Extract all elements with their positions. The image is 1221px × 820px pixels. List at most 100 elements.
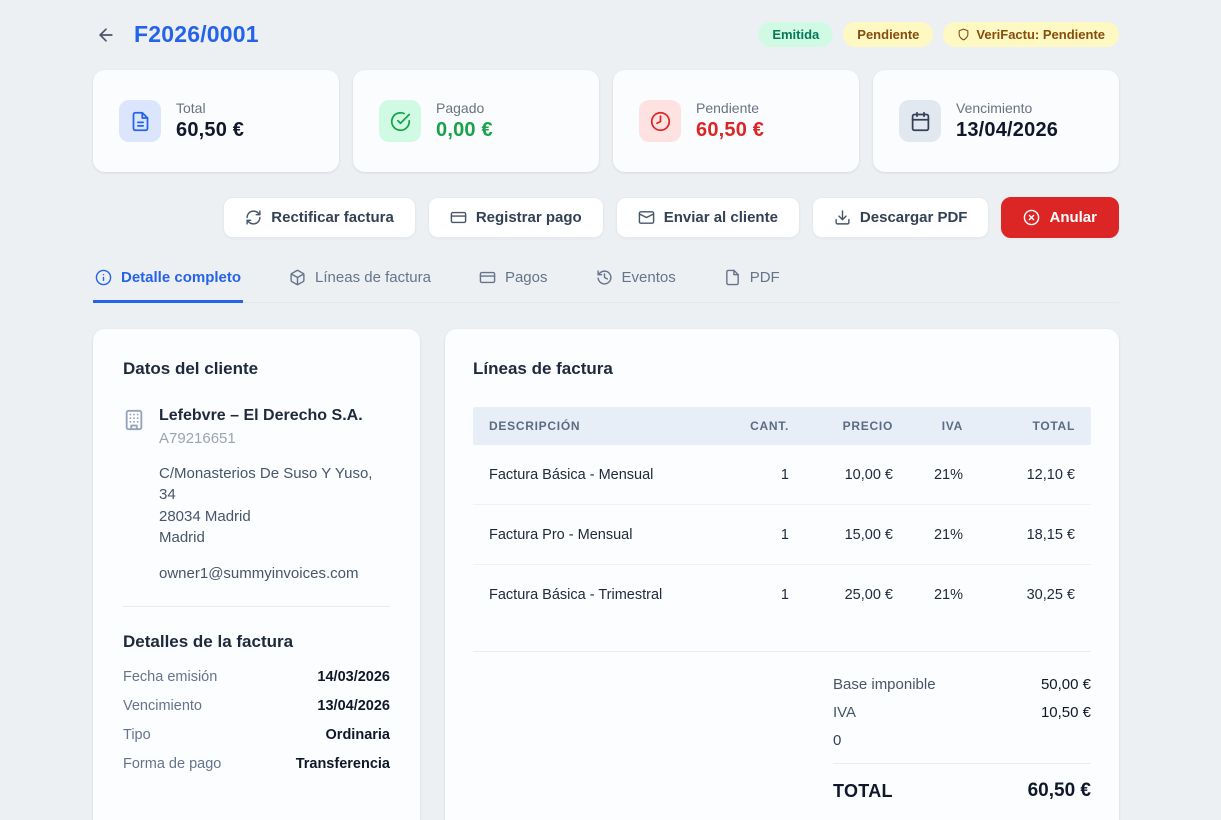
check-circle-icon — [390, 111, 410, 131]
client-address-line: C/Monasterios De Suso Y Yuso, 34 — [159, 465, 373, 504]
grand-total-value: 60,50 € — [1027, 780, 1091, 801]
status-badge-emitida: Emitida — [758, 22, 834, 47]
divider — [123, 606, 390, 608]
status-badge-pendiente: Pendiente — [843, 22, 934, 47]
totals-base-row: Base imponible 50,00 € — [833, 676, 1091, 693]
line-vat: 21% — [933, 526, 963, 543]
invoice-details-heading: Detalles de la factura — [123, 632, 294, 652]
tab-detalle-completo[interactable]: Detalle completo — [93, 267, 244, 303]
table-row: Factura Básica - Trimestral 1 25,00 € 21… — [473, 565, 1091, 625]
card-icon-box — [119, 100, 161, 142]
line-qty: 1 — [780, 587, 789, 603]
line-qty: 1 — [780, 526, 789, 543]
line-description: Factura Pro - Mensual — [489, 526, 633, 543]
detail-label: Vencimiento — [123, 698, 202, 715]
tab-label: Líneas de factura — [315, 269, 431, 286]
detail-label: Tipo — [123, 727, 151, 744]
badge-label: Emitida — [772, 27, 820, 42]
detail-label: Fecha emisión — [123, 669, 218, 686]
tab-eventos[interactable]: Eventos — [594, 267, 678, 303]
line-total: 18,15 € — [1026, 526, 1075, 543]
back-button[interactable] — [93, 22, 119, 48]
line-qty: 1 — [780, 466, 789, 483]
download-pdf-button[interactable]: Descargar PDF — [811, 197, 990, 238]
shield-icon — [959, 28, 969, 41]
card-icon-box — [639, 100, 681, 142]
client-tax-id: A79216651 — [159, 430, 236, 447]
totals-value: 50,00 € — [1040, 676, 1091, 693]
totals-summary: Base imponible 50,00 € IVA 10,50 € 0 TOT… — [833, 676, 1091, 802]
tab-lineas-de-factura[interactable]: Líneas de factura — [287, 267, 433, 303]
client-email: owner1@summyinvoices.com — [159, 565, 359, 583]
tab-pdf[interactable]: PDF — [722, 267, 782, 303]
totals-label: Base imponible — [833, 676, 936, 693]
detail-row: Vencimiento 13/04/2026 — [123, 698, 390, 714]
line-total: 30,25 € — [1026, 587, 1075, 603]
client-name: Lefebvre – El Derecho S.A. — [159, 407, 363, 424]
client-panel: Datos del cliente Lefebvre – El Derecho … — [93, 329, 420, 820]
grand-total-row: TOTAL 60,50 € — [833, 780, 1091, 802]
line-vat: 21% — [933, 466, 963, 483]
totals-value: 10,50 € — [1040, 704, 1091, 721]
card-pendiente: Pendiente 60,50 € — [613, 70, 859, 172]
button-label: Anular — [1049, 209, 1097, 226]
invoice-detail-page: F2026/0001 Emitida Pendiente VeriFactu: … — [93, 0, 1119, 820]
rectify-invoice-button[interactable]: Rectificar factura — [223, 197, 416, 238]
tab-label: Detalle completo — [121, 269, 242, 286]
button-label: Descargar PDF — [859, 209, 968, 226]
info-icon — [95, 269, 112, 286]
card-value: 0,00 € — [436, 119, 493, 141]
totals-vat-row: IVA 10,50 € — [833, 704, 1091, 721]
tab-label: PDF — [749, 269, 780, 286]
line-price: 15,00 € — [844, 526, 893, 543]
tab-label: Pagos — [504, 269, 548, 286]
document-icon — [132, 111, 148, 131]
divider — [833, 763, 1091, 764]
client-info: Lefebvre – El Derecho S.A. A79216651 C/M… — [123, 407, 390, 582]
table-row: Factura Pro - Mensual 1 15,00 € 21% 18,1… — [473, 505, 1091, 565]
card-vencimiento: Vencimiento 13/04/2026 — [873, 70, 1119, 172]
download-icon — [835, 210, 850, 225]
line-total: 12,10 € — [1026, 466, 1075, 483]
detail-label: Forma de pago — [123, 756, 222, 773]
credit-card-icon — [479, 271, 496, 284]
totals-label: IVA — [833, 704, 857, 721]
tab-pagos[interactable]: Pagos — [477, 267, 550, 303]
card-value: 13/04/2026 — [956, 119, 1059, 141]
client-address-line: 28034 Madrid — [159, 507, 251, 525]
card-label: Pagado — [436, 100, 485, 116]
badge-label: VeriFactu: Pendiente — [976, 27, 1105, 42]
card-icon-box — [899, 100, 941, 142]
detail-value: Transferencia — [295, 756, 390, 773]
badge-label: Pendiente — [857, 27, 920, 42]
mail-icon — [638, 211, 654, 224]
line-price: 25,00 € — [844, 587, 893, 603]
card-value: 60,50 € — [176, 119, 245, 141]
client-panel-heading: Datos del cliente — [123, 359, 259, 378]
totals-vat-note: 0 — [833, 732, 842, 749]
grand-total-label: TOTAL — [833, 780, 893, 801]
calendar-icon — [911, 111, 929, 131]
header: F2026/0001 Emitida Pendiente VeriFactu: … — [93, 0, 1119, 48]
line-description: Factura Básica - Mensual — [489, 466, 654, 483]
history-icon — [596, 270, 612, 285]
invoice-lines-table: Descripción Cant. Precio IVA Total Factu… — [473, 407, 1091, 625]
card-total: Total 60,50 € — [93, 70, 339, 172]
tab-content: Datos del cliente Lefebvre – El Derecho … — [93, 329, 1119, 820]
detail-value: Ordinaria — [325, 727, 390, 744]
invoice-lines-heading: Líneas de factura — [473, 359, 613, 378]
line-price: 10,00 € — [844, 466, 893, 483]
void-invoice-button[interactable]: Anular — [1001, 197, 1119, 238]
building-icon — [125, 409, 143, 431]
card-pagado: Pagado 0,00 € — [353, 70, 599, 172]
register-payment-button[interactable]: Registrar pago — [427, 197, 604, 238]
button-label: Enviar al cliente — [663, 209, 778, 226]
card-icon-box — [379, 100, 421, 142]
file-icon — [725, 269, 739, 286]
detail-row: Forma de pago Transferencia — [123, 756, 390, 772]
page-title: F2026/0001 — [134, 21, 259, 47]
clock-icon — [650, 111, 670, 131]
package-icon — [290, 269, 305, 286]
send-to-client-button[interactable]: Enviar al cliente — [615, 197, 800, 238]
column-header-cant: Cant. — [750, 419, 789, 433]
